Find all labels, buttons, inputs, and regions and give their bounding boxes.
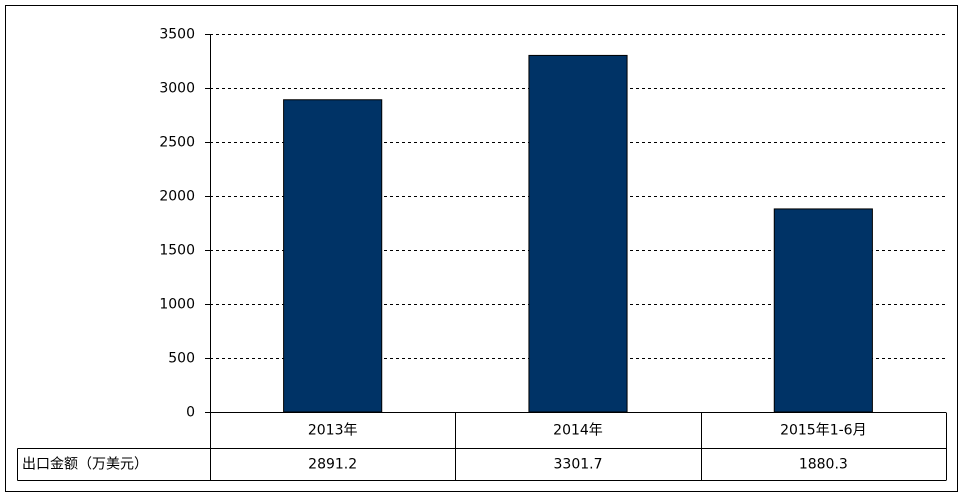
table-value: 1880.3	[799, 457, 848, 473]
bar	[283, 99, 383, 413]
y-tick-label: 500	[168, 351, 195, 367]
y-tick-label: 3000	[159, 81, 195, 97]
x-tick-label: 2015年1-6月	[780, 423, 867, 439]
y-tick-label: 0	[186, 405, 195, 421]
legend-label: 出口金额（万美元）	[22, 457, 148, 473]
chart-border	[5, 5, 958, 492]
bar	[528, 54, 628, 413]
bar	[773, 208, 873, 413]
y-tick-label: 2000	[159, 189, 195, 205]
table-value: 2891.2	[308, 457, 357, 473]
y-tick-label: 2500	[159, 135, 195, 151]
table-value: 3301.7	[554, 457, 603, 473]
y-tick-label: 1500	[159, 243, 195, 259]
y-tick-label: 3500	[159, 27, 195, 43]
x-tick-label: 2014年	[553, 423, 603, 439]
x-tick-label: 2013年	[308, 423, 358, 439]
y-tick-label: 1000	[159, 297, 195, 313]
